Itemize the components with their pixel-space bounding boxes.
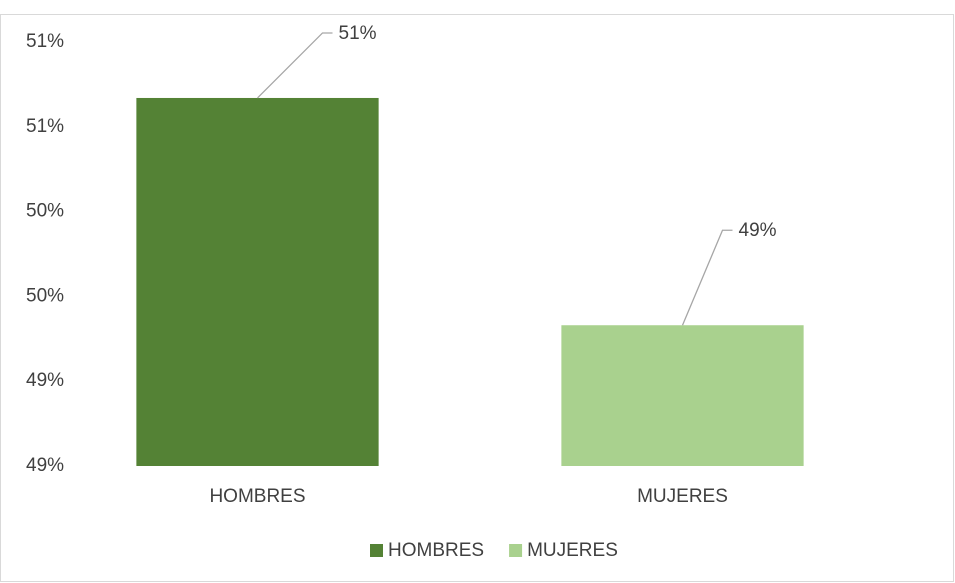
x-tick-label: HOMBRES (209, 486, 305, 507)
y-tick-label: 49% (26, 370, 64, 391)
y-tick-label: 50% (26, 201, 64, 222)
bar (561, 325, 804, 466)
y-tick-label: 50% (26, 285, 64, 306)
legend-label: MUJERES (527, 540, 618, 561)
data-label: 51% (339, 23, 377, 44)
leader-line (681, 229, 733, 326)
legend-label: HOMBRES (388, 540, 484, 561)
leader-line (257, 32, 333, 99)
legend-swatch (509, 544, 523, 557)
x-tick-label: MUJERES (637, 486, 728, 507)
y-tick-label: 51% (26, 31, 64, 52)
y-tick-label: 49% (26, 455, 64, 476)
legend-swatch (370, 544, 383, 557)
data-label: 49% (739, 220, 777, 241)
bar (136, 97, 379, 466)
y-tick-label: 51% (26, 116, 64, 137)
